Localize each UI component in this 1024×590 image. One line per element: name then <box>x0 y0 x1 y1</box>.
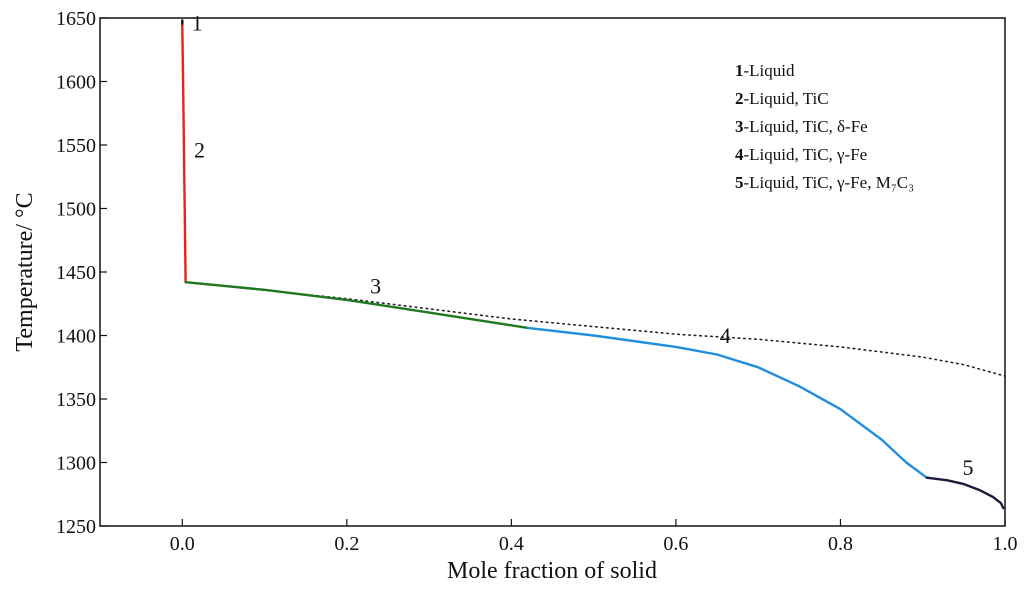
segment-label: 1 <box>192 11 203 36</box>
segment-label: 3 <box>370 274 381 299</box>
x-axis-title: Mole fraction of solid <box>447 558 657 584</box>
legend: 1-Liquid 2-Liquid, TiC 3-Liquid, TiC, δ-… <box>735 61 914 192</box>
y-tick-label: 1500 <box>56 199 96 221</box>
y-tick-label: 1550 <box>56 135 96 157</box>
segment-labels: 1 2 3 4 5 <box>192 11 974 481</box>
series-line-5 <box>925 476 1005 510</box>
y-tick-label: 1250 <box>56 516 96 538</box>
series-line-3 <box>184 281 529 330</box>
x-tick-label: 1.0 <box>993 533 1018 555</box>
y-tick-label: 1650 <box>56 8 96 30</box>
x-tick-label: 0.2 <box>334 533 359 555</box>
y-tick-label: 1450 <box>56 262 96 284</box>
plot-frame <box>99 17 1006 527</box>
legend-entry: 2-Liquid, TiC <box>735 89 829 108</box>
legend-entry: 1-Liquid <box>735 61 795 80</box>
y-tick-label: 1350 <box>56 389 96 411</box>
segment-label: 4 <box>720 323 731 348</box>
x-tick-label: 0.4 <box>499 533 524 555</box>
series-group <box>181 19 1006 510</box>
y-tick-label: 1600 <box>56 72 96 94</box>
y-axis-title: Temperature/ °C <box>12 192 38 351</box>
x-tick-label: 0.6 <box>663 533 688 555</box>
legend-entry: 3-Liquid, TiC, δ-Fe <box>735 117 868 136</box>
y-tick-label: 1300 <box>56 453 96 475</box>
x-tick-label: 0.8 <box>828 533 853 555</box>
segment-label: 5 <box>962 455 973 480</box>
x-axis-ticks: 0.0 0.2 0.4 0.6 0.8 1.0 <box>170 519 1018 555</box>
y-axis-ticks: 1250 1300 1350 1400 1450 1500 1550 1600 1650 <box>56 8 107 538</box>
segment-label: 2 <box>194 138 205 163</box>
x-tick-label: 0.0 <box>170 533 195 555</box>
legend-entry: 4-Liquid, TiC, γ-Fe <box>735 145 867 164</box>
y-tick-label: 1400 <box>56 326 96 348</box>
series-line-2 <box>181 24 187 284</box>
series-line-4 <box>526 326 928 479</box>
legend-entry: 5-Liquid, TiC, γ-Fe, M₇C₃ <box>735 173 914 192</box>
